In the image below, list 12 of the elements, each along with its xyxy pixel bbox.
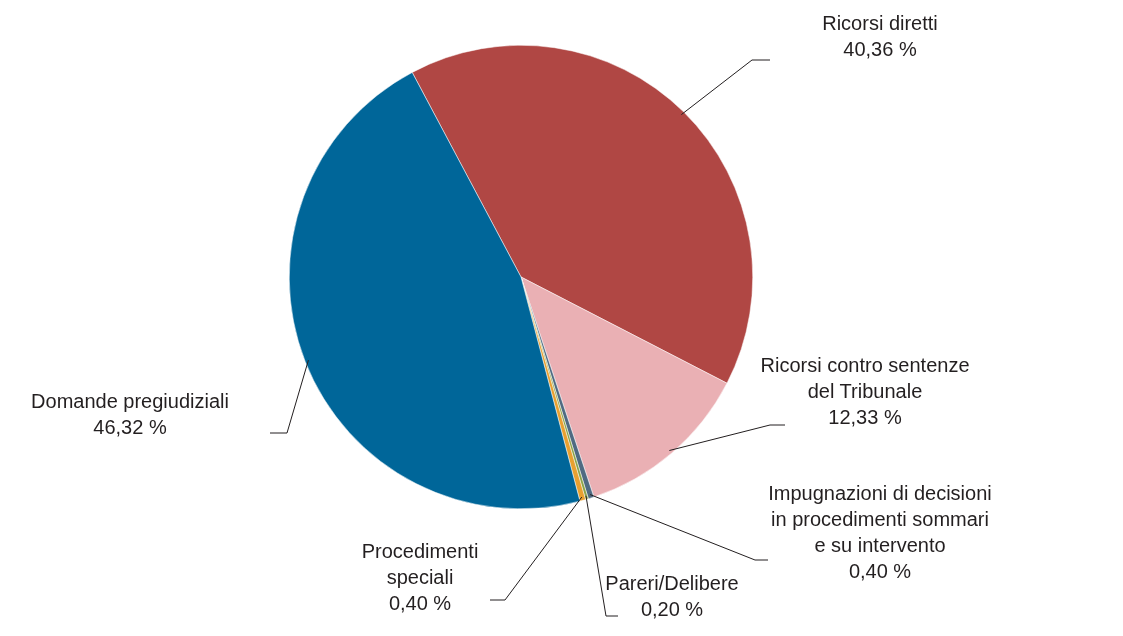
slice-label: Ricorsi diretti — [822, 12, 938, 34]
data-label: 0,40 % — [848, 560, 912, 582]
slice-label: Pareri/Delibere — [605, 572, 739, 594]
slice-label: Procedimenti speciali — [361, 540, 479, 588]
data-label: 40,36 % — [843, 38, 917, 60]
data-label: 46,32 % — [93, 416, 167, 438]
data-label: 0,20 % — [640, 598, 704, 620]
slice-label: Impugnazioni di decisioni in procedimenti sommari e su intervento — [768, 482, 992, 556]
slice-label: Ricorsi contro sentenze del Tribunale — [760, 354, 970, 402]
data-label: 12,33 % — [828, 406, 902, 428]
slice-label: Domande pregiudiziali — [31, 390, 229, 412]
data-label: 0,40 % — [388, 592, 452, 614]
